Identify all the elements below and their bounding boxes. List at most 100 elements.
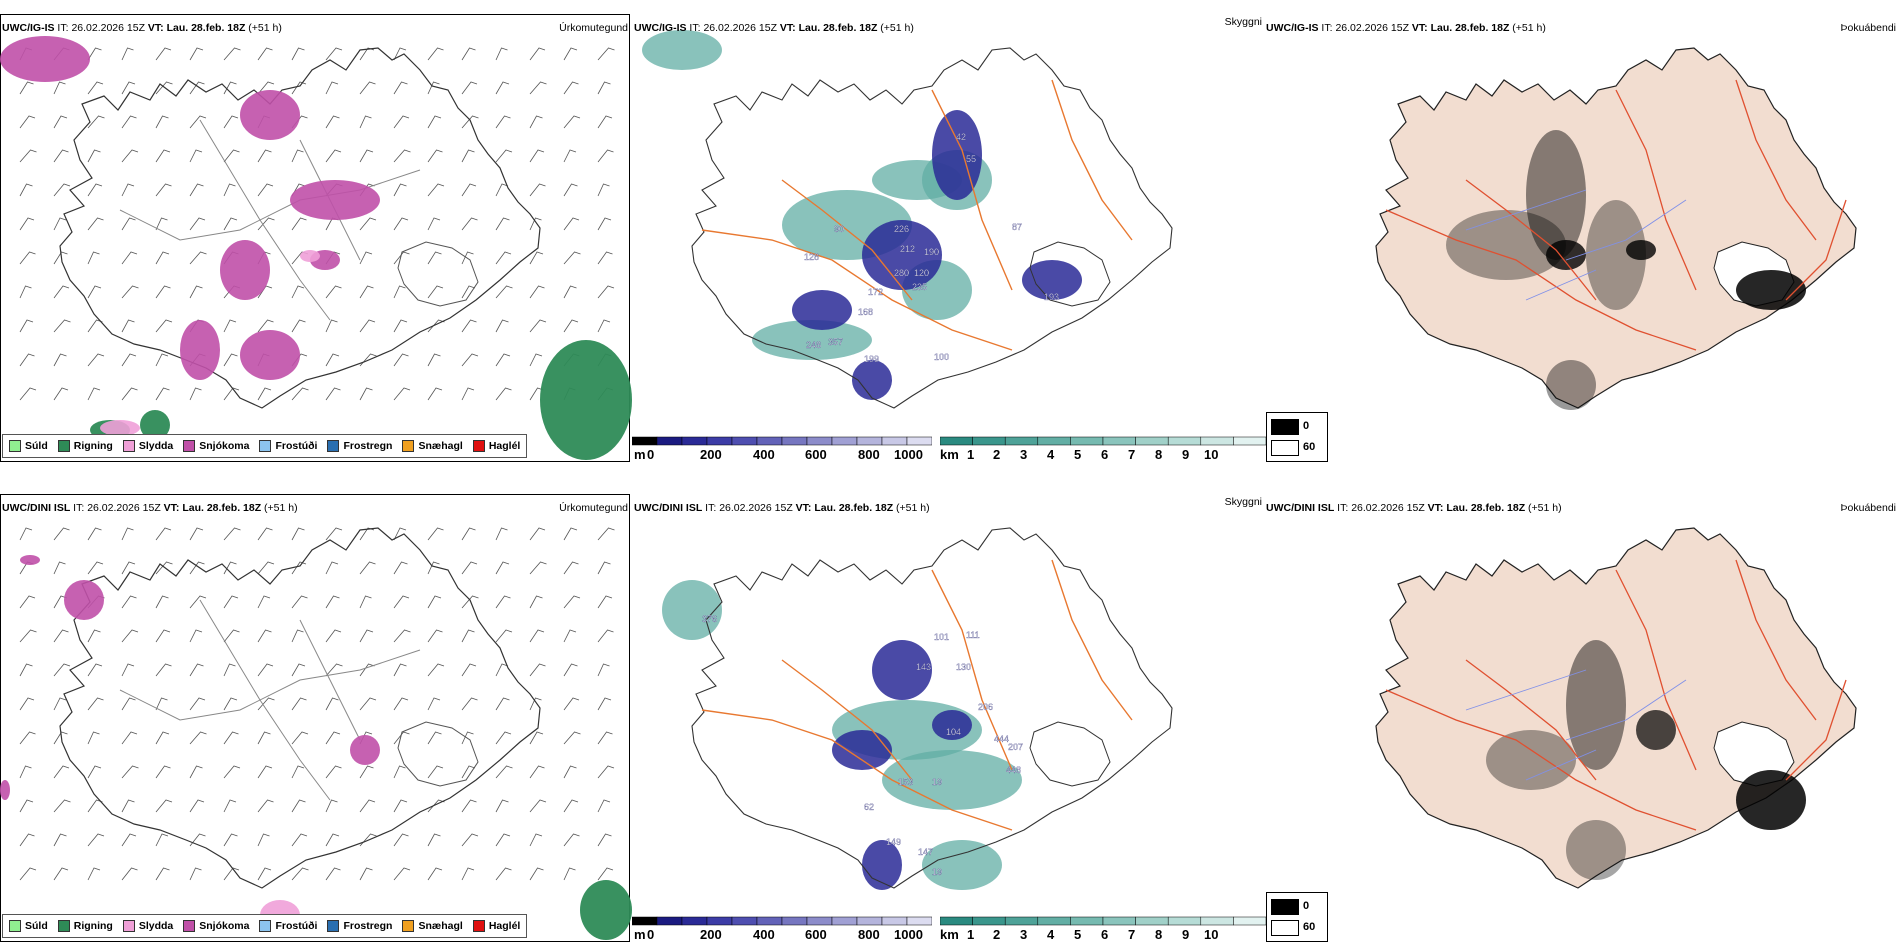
product-title: Skyggni [1224,16,1262,28]
legend-item: Frostregn [327,440,392,452]
wind-barb [393,799,408,813]
colorbar-segment [632,916,658,926]
wind-barb [189,149,203,163]
colorbar-segment [831,916,858,926]
precip-panel-row2: UWC/DINI ISL IT: 26.02.2026 15Z VT: Lau.… [0,480,632,943]
cloud-base-unit: m [634,447,646,462]
wind-barb [427,867,443,881]
product-title: Skyggni [1224,496,1262,508]
visibility-tick: 8 [1155,927,1163,942]
fog-index-area [1546,360,1596,410]
wind-barb [121,285,139,299]
glacier-outline [1029,241,1111,307]
legend-item: Frostúði [259,440,317,452]
legend-swatch [327,920,340,932]
wind-barb [359,629,374,643]
wind-barb [257,149,272,163]
wind-barb [495,833,511,847]
legend-swatch [122,440,135,452]
wind-barb [257,217,275,231]
wind-barb [597,47,615,61]
low-cloud-area [1022,260,1082,300]
wind-barb [189,765,203,779]
colorbar-segment [731,916,758,926]
panel-title: UWC/IG-IS IT: 26.02.2026 15Z VT: Lau. 28… [634,22,914,34]
wind-barb [155,81,173,95]
wind-barb [563,799,579,813]
wind-barb [155,285,171,299]
map-frame [0,494,630,942]
wind-barb [53,115,68,129]
wind-barb [291,387,309,401]
wind-barb [529,81,547,95]
wind-barb [495,387,512,401]
wind-barb [87,867,101,881]
wind-barb [53,285,70,299]
fog-index-area [1486,730,1576,790]
wind-barb [359,595,372,609]
wind-barb [257,595,271,609]
road-network [701,559,1133,831]
wind-barb [53,387,69,401]
wind-barb [87,115,105,129]
wind-barb [223,697,238,711]
wind-barb [189,387,202,401]
rain-area [540,340,632,460]
wind-barb [19,217,35,231]
visibility-tick: 3 [1020,927,1028,942]
wind-barb [529,595,543,609]
cloud-base-label: 235 [912,282,927,292]
colorbar-segment [906,436,933,446]
wind-barb [461,183,477,197]
cloud-base-label: 111 [966,630,980,640]
cloud-base-label: 376 [702,614,717,624]
low-visibility-area [662,580,722,640]
cloud-base-label: 100 [934,352,949,362]
fog-key: 0 60 [1266,412,1328,462]
colorbar-segment [1233,916,1266,926]
fog-map [1375,527,1857,889]
panel-title: UWC/IG-IS IT: 26.02.2026 15Z VT: Lau. 28… [1266,22,1546,34]
visibility-colorbar: km 1 2 3 4 5 6 7 8 9 10 [939,915,1266,943]
visibility-colorbar-gradient [939,436,1266,446]
wind-barb [155,115,169,129]
wind-barb [189,697,206,711]
wind-barb [427,47,444,61]
wind-barb [563,765,577,779]
wind-barb [597,251,613,265]
wind-barb [223,731,239,745]
wind-barb [563,217,580,231]
wind-barb [563,115,581,129]
wind-barb [121,353,137,367]
wind-barb [529,867,544,881]
wind-barb [427,833,441,847]
visibility-tick: 2 [993,447,1001,462]
snow-area [180,320,220,380]
low-cloud-area [872,640,932,700]
fog-index-area [1586,200,1646,310]
legend-item: Haglél [472,440,520,452]
wind-barb [121,183,135,197]
wind-barb [495,663,509,677]
wind-barb [359,765,374,779]
wind-barb [563,629,577,643]
visibility-tick: 4 [1047,447,1055,462]
legend-item: Snjókoma [183,440,249,452]
glacier-outline [1029,721,1111,787]
wind-barb [189,799,205,813]
wind-barb [529,833,543,847]
wind-barb [359,81,376,95]
product-title: Þokuábendi [1840,22,1896,34]
wind-barb [291,629,304,643]
legend-swatch [472,920,485,932]
wind-barb [19,629,37,643]
cloud-base-label: 101 [934,632,949,642]
cloud-base-label: 128 [804,252,819,262]
legend-item: Snæhagl [402,920,463,932]
wind-barb [19,595,36,609]
wind-barb [189,595,207,609]
wind-barb [189,561,205,575]
wind-barb [189,663,204,677]
wind-barb [393,353,409,367]
wind-barb [495,765,513,779]
